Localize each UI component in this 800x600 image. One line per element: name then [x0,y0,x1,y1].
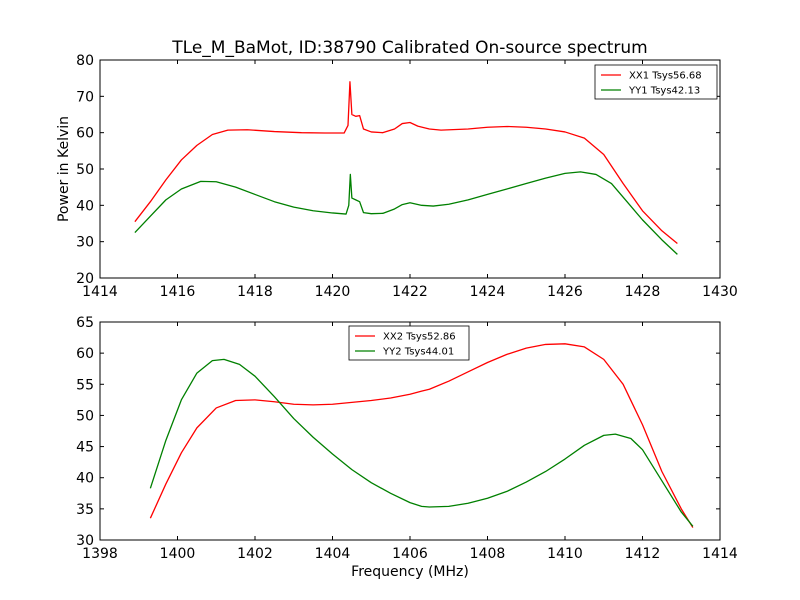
top-y-tick-label: 50 [76,162,94,178]
top-legend-label-1: XX1 Tsys56.68 [629,71,702,82]
bottom-x-tick-label: 1400 [160,546,196,562]
chart-title: TLe_M_BaMot, ID:38790 Calibrated On-sour… [171,38,647,58]
top-legend-label-2: YY1 Tsys42.13 [628,86,700,97]
top-x-tick-label: 1426 [547,284,583,300]
top-series-line-2 [134,171,678,255]
bottom-series-line-1 [149,343,694,528]
bottom-x-tick-label: 1412 [625,546,661,562]
bottom-legend-label-1: XX2 Tsys52.86 [383,332,456,343]
bottom-y-tick-label: 60 [76,346,94,362]
top-x-tick-label: 1430 [702,284,738,300]
top-x-tick-label: 1418 [237,284,273,300]
top-chart: 1414 1416 1418 1420 1422 1424 1426 1428 1430 20 30… [56,53,738,300]
top-y-tick-label: 40 [76,198,94,214]
top-legend: XX1 Tsys56.68 YY1 Tsys42.13 [594,64,718,100]
top-series-line-1 [134,81,678,244]
top-x-tick-label: 1416 [160,284,196,300]
bottom-y-tick-label: 65 [76,315,94,331]
bottom-y-tick-label: 40 [76,471,94,487]
bottom-x-tick-label: 1406 [392,546,428,562]
top-x-tick-label: 1420 [315,284,351,300]
bottom-y-tick-label: 50 [76,408,94,424]
bottom-legend: XX2 Tsys52.86 YY2 Tsys44.01 [348,325,470,361]
bottom-x-tick-label: 1398 [82,546,118,562]
bottom-x-tick-label: 1410 [547,546,583,562]
top-x-tick-label: 1414 [82,284,118,300]
bottom-legend-box [348,325,470,361]
top-legend-box [594,64,718,100]
top-x-tick-label: 1424 [470,284,506,300]
bottom-y-tick-label: 55 [76,377,94,393]
bottom-chart: 1398 1400 1402 1404 1406 1408 1410 1412 1414 30 35… [76,315,738,580]
top-x-tick-label: 1422 [392,284,428,300]
top-y-axis-label: Power in Kelvin [56,116,72,222]
bottom-legend-label-2: YY2 Tsys44.01 [382,347,454,358]
bottom-y-tick-label: 35 [76,502,94,518]
bottom-x-tick-label: 1404 [315,546,351,562]
bottom-y-tick-label: 45 [76,440,94,456]
bottom-series-line-2 [149,358,694,527]
top-y-tick-label: 70 [76,89,94,105]
top-x-tick-label: 1428 [625,284,661,300]
top-y-tick-label: 20 [76,271,94,287]
bottom-x-tick-label: 1402 [237,546,273,562]
top-y-tick-label: 80 [76,53,94,69]
bottom-x-tick-label: 1414 [702,546,738,562]
top-y-tick-label: 60 [76,126,94,142]
top-y-tick-label: 30 [76,235,94,251]
bottom-y-tick-label: 30 [76,533,94,549]
bottom-x-axis-label: Frequency (MHz) [351,564,469,580]
bottom-x-tick-label: 1408 [470,546,506,562]
